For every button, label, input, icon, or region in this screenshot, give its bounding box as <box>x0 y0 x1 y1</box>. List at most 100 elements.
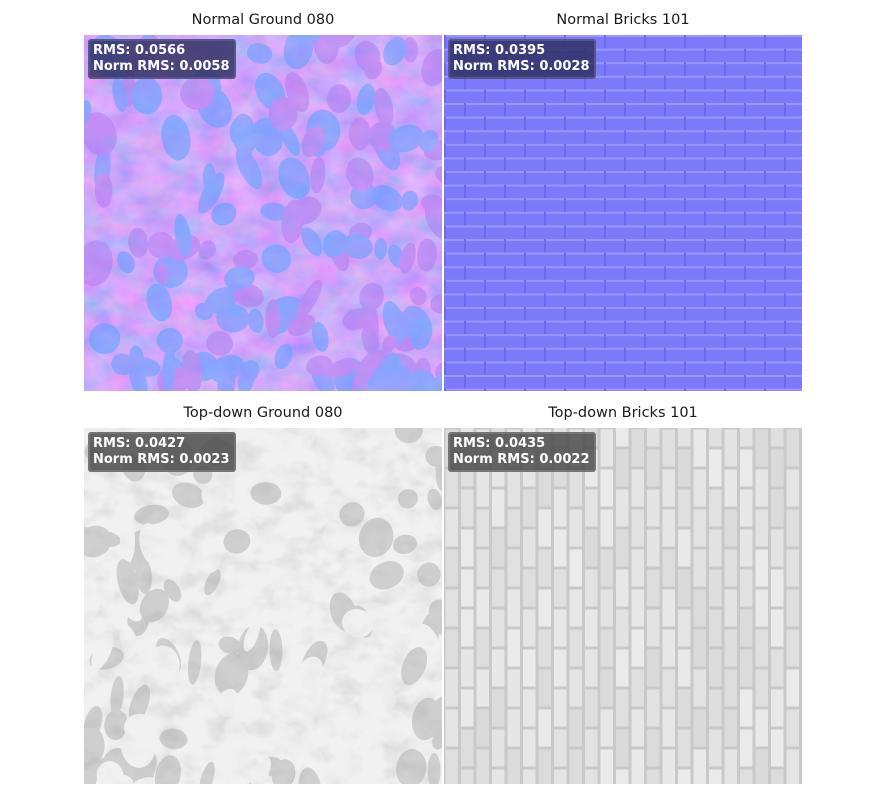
brick-joint <box>584 184 586 199</box>
brick <box>693 749 706 784</box>
brick <box>507 509 520 547</box>
texture-blob <box>243 619 261 652</box>
brick-joint <box>744 48 746 63</box>
brick-joint <box>444 35 446 49</box>
texture-blob <box>374 237 388 260</box>
brick <box>740 729 753 767</box>
brick <box>786 549 799 587</box>
brick <box>461 609 474 647</box>
texture-blob <box>214 653 249 697</box>
brick-joint <box>484 307 486 321</box>
brick-joint <box>704 75 706 90</box>
brick-joint <box>504 103 506 117</box>
texture-blob <box>237 625 269 671</box>
brick <box>569 589 582 627</box>
brick-joint <box>604 334 606 348</box>
brick <box>569 469 582 507</box>
brick-joint <box>564 361 566 375</box>
brick-joint <box>624 157 626 171</box>
brick <box>476 709 489 747</box>
brick-joint <box>664 239 666 253</box>
texture-blob <box>373 530 391 553</box>
brick <box>647 569 660 607</box>
brick <box>600 629 613 667</box>
brick-joint <box>704 130 706 144</box>
brick <box>476 549 489 587</box>
brick-joint <box>704 375 706 389</box>
brick <box>554 769 567 784</box>
brick-joint <box>504 130 506 144</box>
texture-blob <box>174 213 192 258</box>
brick-joint <box>544 320 546 335</box>
brick <box>492 689 505 727</box>
texture-blob <box>162 345 176 391</box>
brick-joint <box>724 307 726 321</box>
texture-blob <box>306 355 333 376</box>
brick <box>461 649 474 687</box>
texture-blob <box>147 231 175 259</box>
brick-joint <box>744 130 746 144</box>
brick <box>678 649 691 687</box>
brick-joint <box>624 320 626 335</box>
texture-blob <box>84 240 113 287</box>
brick <box>693 669 706 707</box>
brick <box>585 769 598 784</box>
texture-blob <box>271 597 307 636</box>
brick <box>755 509 768 547</box>
texture-blob <box>402 305 433 344</box>
brick <box>616 609 629 647</box>
brick-joint <box>484 198 486 212</box>
brick <box>755 709 768 747</box>
brick-joint <box>524 198 526 212</box>
brick-joint <box>784 157 786 171</box>
brick-joint <box>484 279 486 294</box>
texture-blob <box>356 83 376 115</box>
brick <box>724 709 737 747</box>
texture-blob <box>162 552 181 588</box>
mortar-line <box>444 266 802 269</box>
mortar-line <box>444 48 802 51</box>
texture-blob <box>84 112 117 156</box>
brick-joint <box>764 279 766 294</box>
brick-joint <box>664 347 666 362</box>
brick <box>507 749 520 784</box>
texture-blob <box>189 748 222 769</box>
panel-title: Normal Bricks 101 <box>556 12 690 28</box>
brick-joint <box>724 35 726 49</box>
brick-joint <box>484 89 486 103</box>
texture-blob <box>352 350 379 391</box>
norm-rms-value: Norm RMS: 0.0058 <box>93 59 230 74</box>
brick-joint <box>524 89 526 103</box>
brick-joint <box>464 75 466 90</box>
texture-blob <box>350 605 373 638</box>
rms-value: RMS: 0.0566 <box>93 43 186 58</box>
norm-rms-value: Norm RMS: 0.0023 <box>93 452 230 467</box>
brick <box>585 569 598 607</box>
texture-blob <box>278 157 311 200</box>
texture-blob <box>100 580 117 622</box>
brick <box>616 449 629 487</box>
brick-joint <box>684 279 686 294</box>
brick-joint <box>604 361 606 375</box>
texture-blob <box>198 240 216 260</box>
mortar-line <box>444 388 802 391</box>
brick-joint <box>724 89 726 103</box>
brick <box>461 729 474 767</box>
brick-joint <box>604 89 606 103</box>
brick-joint <box>584 375 586 389</box>
brick-joint <box>644 361 646 375</box>
brick-joint <box>564 388 566 391</box>
brick <box>538 469 551 507</box>
brick <box>600 549 613 587</box>
brick <box>678 769 691 784</box>
brick <box>678 529 691 567</box>
texture-blob <box>123 530 155 571</box>
brick <box>771 729 784 767</box>
brick-joint <box>764 171 766 185</box>
brick <box>600 669 613 707</box>
texture-blob <box>94 172 113 208</box>
texture-blob <box>84 758 114 778</box>
brick <box>740 489 753 527</box>
brick <box>755 749 768 784</box>
brick-joint <box>544 184 546 199</box>
